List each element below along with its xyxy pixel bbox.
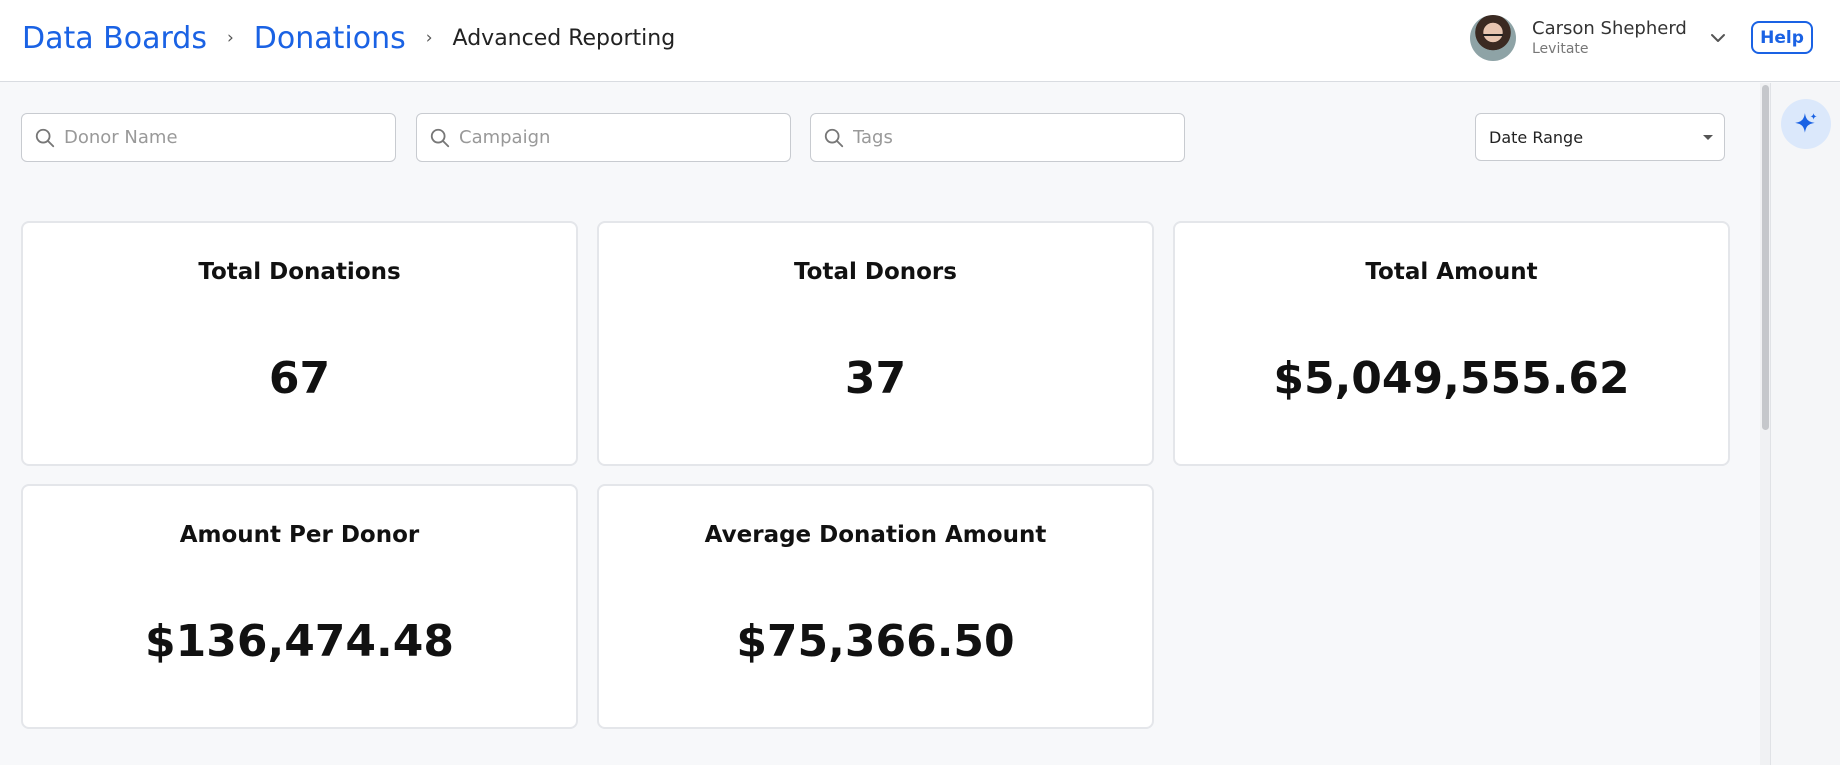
stat-card-total-amount: Total Amount $5,049,555.62 — [1173, 221, 1730, 466]
donor-name-input[interactable] — [64, 127, 364, 148]
card-title: Total Amount — [1365, 259, 1538, 285]
donor-name-filter[interactable] — [21, 113, 396, 162]
help-button[interactable]: Help — [1751, 21, 1813, 54]
sparkle-icon — [1795, 113, 1817, 133]
page-title: Advanced Reporting — [452, 25, 676, 51]
breadcrumb-data-boards[interactable]: Data Boards — [22, 20, 207, 56]
date-range-label: Date Range — [1489, 127, 1584, 147]
stat-card-total-donors: Total Donors 37 — [597, 221, 1154, 466]
card-title: Total Donations — [198, 259, 401, 285]
right-rail — [1770, 83, 1840, 765]
campaign-filter[interactable] — [416, 113, 791, 162]
card-value: $75,366.50 — [736, 616, 1015, 667]
campaign-input[interactable] — [459, 127, 759, 148]
search-icon — [430, 128, 450, 147]
avatar[interactable] — [1470, 15, 1516, 61]
card-value: 37 — [844, 353, 907, 404]
breadcrumb-separator: › — [425, 28, 433, 48]
card-value: 67 — [268, 353, 331, 404]
user-menu[interactable]: Carson Shepherd Levitate — [1470, 14, 1710, 62]
scrollbar-thumb[interactable] — [1762, 85, 1769, 430]
search-icon — [35, 128, 55, 147]
tags-input[interactable] — [853, 127, 1153, 148]
card-title: Total Donors — [794, 259, 957, 285]
breadcrumb-donations[interactable]: Donations — [253, 20, 406, 56]
tags-filter[interactable] — [810, 113, 1185, 162]
chevron-down-icon[interactable] — [1706, 26, 1730, 50]
date-range-select[interactable]: Date Range — [1475, 113, 1725, 161]
stat-card-total-donations: Total Donations 67 — [21, 221, 578, 466]
card-title: Average Donation Amount — [704, 522, 1047, 548]
search-icon — [824, 128, 844, 147]
user-organization: Levitate — [1532, 41, 1589, 57]
top-header: Data Boards › Donations › Advanced Repor… — [0, 0, 1840, 82]
card-value: $136,474.48 — [145, 616, 454, 667]
scrollbar[interactable] — [1760, 83, 1770, 765]
dropdown-caret-icon — [1703, 135, 1713, 140]
user-name: Carson Shepherd — [1532, 18, 1687, 39]
breadcrumb: Data Boards › Donations › Advanced Repor… — [22, 18, 675, 58]
user-info: Carson Shepherd Levitate — [1532, 18, 1710, 58]
stat-card-amount-per-donor: Amount Per Donor $136,474.48 — [21, 484, 578, 729]
card-title: Amount Per Donor — [179, 522, 420, 548]
ai-assistant-button[interactable] — [1781, 99, 1831, 149]
breadcrumb-separator: › — [226, 28, 234, 48]
stat-card-average-donation-amount: Average Donation Amount $75,366.50 — [597, 484, 1154, 729]
card-value: $5,049,555.62 — [1273, 353, 1630, 404]
